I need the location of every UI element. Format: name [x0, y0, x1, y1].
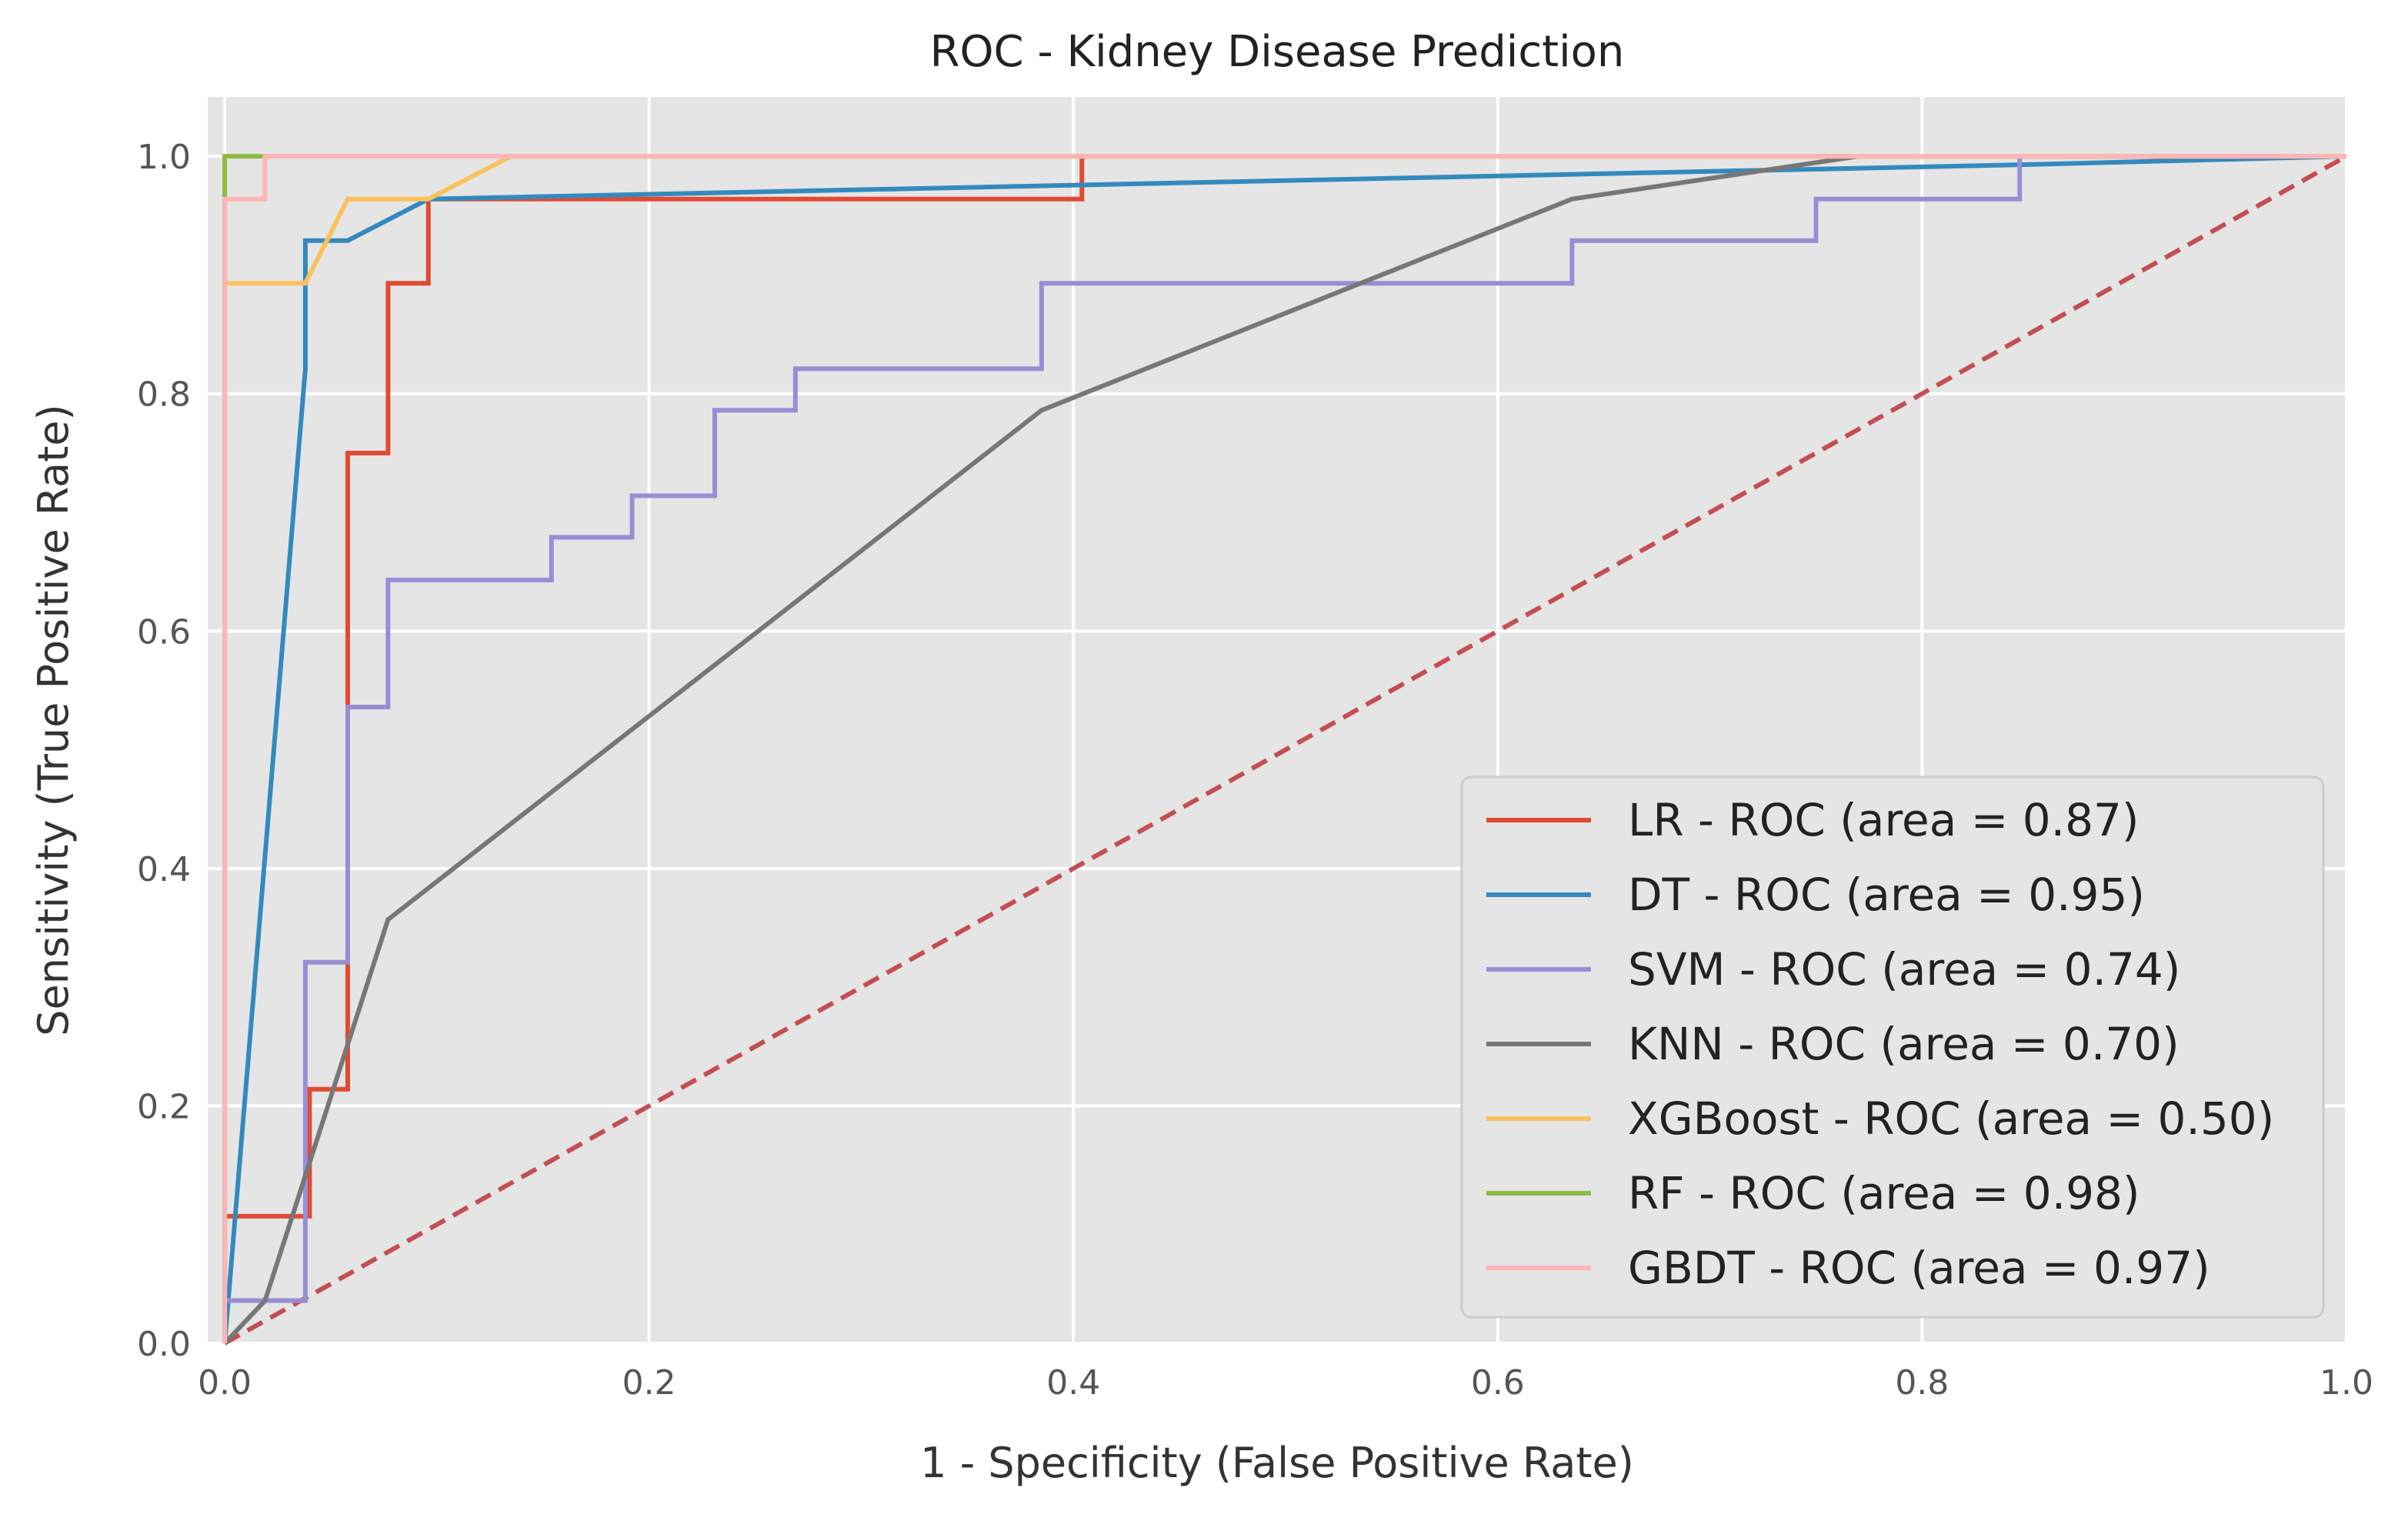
y-tick-label: 0.6	[137, 612, 191, 652]
reference-diagonal-line	[223, 154, 2348, 1346]
y-tick-label: 0.4	[137, 850, 191, 889]
tick-labels: 0.0 0.2 0.4 0.6 0.8 1.0 0.0 0.2 0.4 0.6 0.8 1.0	[137, 138, 2373, 1403]
series-line-1	[222, 154, 2347, 1344]
legend-label: GBDT - ROC (area = 0.97)	[1628, 1242, 2210, 1294]
x-tick-label: 0.6	[1471, 1363, 1525, 1403]
y-tick-label: 0.2	[137, 1087, 191, 1126]
series-line-0	[222, 154, 2346, 1343]
chart-title: ROC - Kidney Disease Prediction	[930, 27, 1625, 77]
legend-label: RF - ROC (area = 0.98)	[1628, 1167, 2140, 1219]
x-tick-label: 0.8	[1895, 1363, 1949, 1403]
x-tick-label: 1.0	[2320, 1363, 2373, 1403]
y-axis-title: Sensitivity (True Positive Rate)	[29, 404, 78, 1036]
legend-label: SVM - ROC (area = 0.74)	[1628, 943, 2180, 996]
y-tick-label: 1.0	[137, 138, 191, 177]
x-tick-label: 0.2	[622, 1363, 676, 1403]
legend-label: XGBoost - ROC (area = 0.50)	[1628, 1092, 2274, 1145]
legend: LR - ROC (area = 0.87) DT - ROC (area = 0…	[1460, 776, 2325, 1319]
x-tick-label: 0.4	[1046, 1363, 1100, 1403]
legend-box	[1460, 776, 2325, 1319]
series-lines	[222, 154, 2348, 1346]
x-axis-title: 1 - Specificity (False Positive Rate)	[920, 1439, 1634, 1487]
y-tick-label: 0.8	[137, 375, 191, 415]
x-tick-label: 0.0	[198, 1363, 252, 1403]
series-line-6	[222, 154, 2346, 1343]
legend-label: DT - ROC (area = 0.95)	[1628, 869, 2145, 921]
legend-label: KNN - ROC (area = 0.70)	[1628, 1018, 2180, 1070]
y-tick-label: 0.0	[137, 1325, 191, 1364]
legend-label: LR - ROC (area = 0.87)	[1628, 794, 2140, 846]
series-line-2	[222, 154, 2346, 1343]
